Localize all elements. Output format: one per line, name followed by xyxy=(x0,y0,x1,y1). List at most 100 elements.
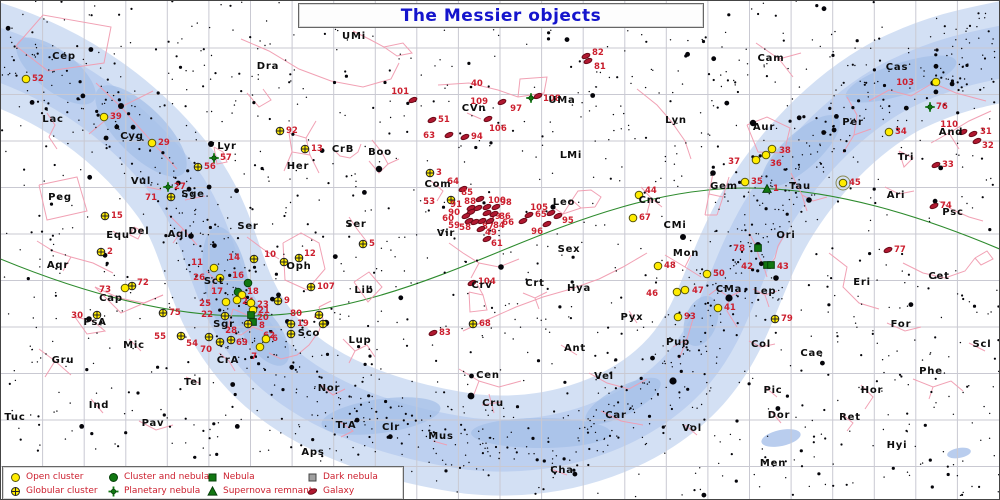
messier-label: 85 xyxy=(461,188,473,198)
messier-label: 87 xyxy=(482,222,494,232)
messier-22: 22 xyxy=(201,310,230,321)
legend-symbol-oc-icon xyxy=(11,472,20,482)
chart-title-box: The Messier objects xyxy=(298,3,704,28)
messier-label: 62 xyxy=(263,331,275,341)
messier-12: 12 xyxy=(294,249,316,263)
legend-label: Nebula xyxy=(223,472,255,482)
constellation-label-scl: Scl xyxy=(973,339,992,350)
messier-49: 49 xyxy=(476,225,497,238)
constellation-label-tel: Tel xyxy=(184,377,202,388)
constellation-label-gru: Gru xyxy=(52,355,75,366)
messier-53: 53 xyxy=(423,195,456,207)
messier-16: 16 xyxy=(232,271,253,288)
constellation-label-car: Car xyxy=(605,410,626,421)
constellation-label-cha: Cha xyxy=(550,465,574,476)
messier-label: 41 xyxy=(724,303,736,313)
messier-label: 104 xyxy=(478,277,496,287)
legend-item-gx: Galaxy xyxy=(306,485,354,497)
constellation-label-hor: Hor xyxy=(861,385,884,396)
messier-44: 44 xyxy=(634,186,657,200)
constellation-label-crt: Crt xyxy=(525,278,544,289)
messier-label: 34 xyxy=(895,127,907,137)
messier-label: 93 xyxy=(684,312,696,322)
messier-label: 2 xyxy=(107,247,113,257)
messier-label: 30 xyxy=(71,311,83,321)
messier-label: 18 xyxy=(247,287,259,297)
legend-label: Open cluster xyxy=(26,472,84,482)
messier-43: 43 xyxy=(767,261,789,272)
messier-107: 107 xyxy=(306,282,335,292)
messier-label: 105 xyxy=(530,203,548,213)
messier-79: 79 xyxy=(770,314,793,324)
constellation-label-tri: Tri xyxy=(898,152,914,163)
legend-label: Planetary nebula xyxy=(124,486,201,496)
messier-69: 69 xyxy=(226,335,248,348)
messier-25: 25 xyxy=(199,297,231,309)
messier-56: 56 xyxy=(193,162,216,172)
constellation-label-cvn: CVn xyxy=(462,103,487,114)
messier-label: 91 xyxy=(450,200,462,210)
messier-label: 22 xyxy=(201,310,213,320)
legend-item-gc: Globular cluster xyxy=(9,485,98,497)
messier-2: 2 xyxy=(96,247,113,257)
constellation-label-ser: Ser xyxy=(237,221,258,232)
constellation-label-men: Men xyxy=(760,458,786,469)
messier-64: 64 xyxy=(447,177,468,193)
messier-label: 25 xyxy=(199,299,211,309)
messier-58: 58 xyxy=(459,218,480,233)
legend-item-cn: Cluster and nebula xyxy=(107,471,209,483)
messier-73: 73 xyxy=(99,283,130,295)
messier-33: 33 xyxy=(931,160,954,170)
messier-label: 8 xyxy=(259,321,265,331)
messier-label: 51 xyxy=(438,115,450,125)
messier-label: 14 xyxy=(228,253,240,263)
constellation-label-com: Com xyxy=(424,179,451,190)
messier-66: 66 xyxy=(502,217,528,228)
messier-93: 93 xyxy=(673,312,696,322)
constellation-label-per: Per xyxy=(842,117,863,128)
messier-label: 58 xyxy=(459,223,471,233)
messier-10: 10 xyxy=(264,250,289,267)
messier-9: 9 xyxy=(273,296,290,306)
messier-label: 73 xyxy=(99,285,111,295)
messier-label: 15 xyxy=(111,211,123,221)
messier-65: 65 xyxy=(524,210,547,220)
messier-label: 79 xyxy=(781,314,793,324)
legend: Open cluster Cluster and nebula Nebula Dark… xyxy=(2,466,404,499)
messier-label: 86 xyxy=(499,212,511,222)
messier-39: 39 xyxy=(99,112,122,122)
messier-99: 99 xyxy=(482,209,501,222)
constellation-label-lib: Lib xyxy=(354,285,373,296)
messier-label: 70 xyxy=(200,345,212,355)
messier-label: 1 xyxy=(773,184,779,194)
messier-label: 80 xyxy=(290,309,302,319)
messier-1: 1 xyxy=(761,183,779,194)
messier-label: 36 xyxy=(770,159,782,169)
messier-label: 53 xyxy=(423,197,435,207)
messier-87: 87 xyxy=(477,217,494,232)
messier-label: 88 xyxy=(464,197,476,207)
messier-67: 67 xyxy=(628,213,651,223)
messier-label: 95 xyxy=(562,216,574,226)
messier-label: 39 xyxy=(110,112,122,122)
messier-label: 84 xyxy=(493,221,505,231)
messier-label: 96 xyxy=(531,227,543,237)
messier-label: 90 xyxy=(448,208,460,218)
messier-label: 3 xyxy=(436,168,442,178)
messier-label: 6 xyxy=(272,334,278,344)
messier-label: 82 xyxy=(592,48,604,58)
constellation-label-leo: Leo xyxy=(553,197,575,208)
messier-82: 82 xyxy=(581,48,604,60)
messier-40: 40 xyxy=(469,79,483,89)
constellation-label-nor: Nor xyxy=(318,383,341,394)
messier-label: 50 xyxy=(713,269,725,279)
messier-label: 66 xyxy=(502,218,514,228)
messier-37: 37 xyxy=(728,155,761,167)
legend-item-nb: Nebula xyxy=(206,471,255,483)
messier-label: 45 xyxy=(849,178,861,188)
messier-92: 92 xyxy=(275,126,298,136)
messier-label: 100 xyxy=(488,196,506,206)
messier-label: 99 xyxy=(489,212,501,222)
constellation-label-cep: Cep xyxy=(52,51,76,62)
